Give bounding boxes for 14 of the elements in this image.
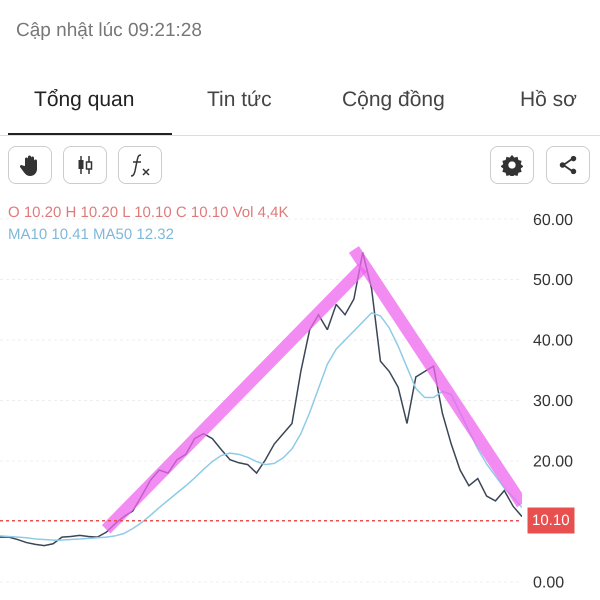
y-tick-label: 40.00 (533, 332, 574, 350)
annotation: O 10.20 H 10.20 L 10.10 C 10.10 Vol 4,4K (8, 204, 288, 221)
text: Tổng quan (34, 88, 134, 112)
y-tick-label: 30.00 (533, 393, 574, 410)
text: Cộng đồng (342, 88, 445, 112)
ref-line-label: 10.10 (532, 512, 570, 529)
annotation: MA10 10.41 MA50 12.32 (8, 226, 174, 243)
y-tick-label: 20.00 (533, 454, 574, 471)
text: Hồ sơ (520, 88, 577, 112)
text: Tin tức (207, 88, 272, 112)
y-tick-label: 60.00 (533, 212, 574, 229)
y-tick-label: 0.00 (533, 574, 564, 592)
y-tick-label: 50.00 (533, 272, 574, 290)
text: Cập nhật lúc 09:21:28 (16, 20, 202, 42)
